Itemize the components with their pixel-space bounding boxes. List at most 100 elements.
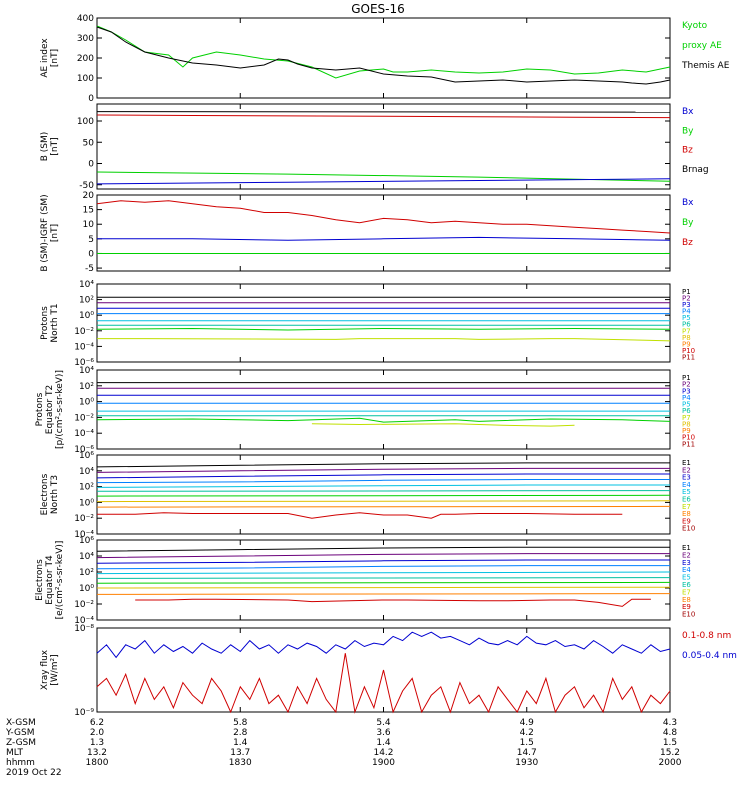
series-line-e8 [96,586,671,589]
series-line-e4 [96,479,670,484]
y-tick-label: 200 [77,54,94,64]
panel-frame [96,17,671,99]
panel-frame [96,539,671,621]
legend-entry: P8 [682,334,691,342]
footer-value: 13.2 [87,748,107,758]
footer-value: 2000 [659,758,682,768]
panel-4: 10⁴ 10² 10⁰ 10⁻² 10⁻⁴ 10⁻⁶ Protons North T1 P1P2… [40,280,695,368]
y-tick-label: 10² [79,568,94,578]
legend-entry: Bz [682,238,693,248]
legend-entry: P2 [682,381,691,389]
footer-value: 4.8 [663,728,678,738]
legend-entry: P4 [682,308,691,316]
legend-entry: Bz [682,146,693,156]
y-tick-label: 10⁶ [79,536,94,546]
y-tick-label: 10⁰ [79,498,94,508]
series-line-themis-ae [96,26,671,85]
footer-value: 1930 [515,758,538,768]
y-tick-label: 10² [79,483,94,493]
footer-row-label: MLT [6,748,24,758]
panel-3: -5 0 5 10 15 20 B (SM)-IGRF (SM) [nT] Bx By Bz [40,191,694,274]
y-tick-label: 10⁻² [74,514,94,524]
y-axis-label: B (SM)-IGRF (SM) [40,194,50,271]
y-axis-label: Electrons [40,473,50,515]
series-line-e3 [96,559,670,564]
legend-entry: E10 [682,611,695,619]
footer-value: 1.4 [376,738,391,748]
y-axis-label: North T1 [50,303,60,342]
legend-entry: 0.1-0.8 nm [682,631,731,641]
legend-entry: By [682,218,694,228]
y-axis-label: [nT] [50,224,60,242]
legend-entry: E7 [682,503,691,511]
y-tick-label: 20 [83,191,95,201]
footer-value: 13.7 [230,748,250,758]
y-tick-label: 0 [88,94,94,104]
footer-value: 15.2 [660,748,680,758]
legend-entry: E9 [682,603,691,611]
footer-value: 2.0 [90,728,105,738]
legend-entry: E5 [682,488,691,496]
footer-date: 2019 Oct 22 [6,768,62,778]
series-line-e2 [96,467,670,473]
series-line-p7 [96,417,671,423]
legend-entry: Kyoto [682,21,708,31]
series-line-e2 [96,553,670,559]
footer-value: 4.3 [663,718,677,728]
y-tick-label: 10⁻⁴ [74,342,94,352]
footer-value: 14.2 [373,748,393,758]
legend-entry: P5 [682,401,691,409]
y-tick-label: 400 [77,14,94,24]
y-axis-label: [nT] [50,137,60,155]
y-axis-label: Protons [35,392,45,426]
legend-entry: E2 [682,466,691,474]
footer-value: 1.3 [90,738,104,748]
y-tick-label: 10 [83,220,95,230]
series-line-p8 [97,338,671,342]
y-tick-label: 10⁰ [79,584,94,594]
footer-ephemeris: X-GSM 6.2 5.8 5.4 4.9 4.3 Y-GSM 2.0 2.8 3.6 4.2 4.8… [5,718,682,778]
legend-entry: P11 [682,353,695,361]
y-tick-label: 10⁻² [74,600,94,610]
y-tick-label: -50 [79,181,94,191]
series-line-e5 [96,571,671,575]
legend-entry: Brnag [682,165,709,175]
legend-entry: P1 [682,374,691,382]
y-tick-label: 100 [77,74,94,84]
legend-entry: Bx [682,107,694,117]
y-axis-label: [W/m²] [50,654,60,685]
y-axis-label: Equator T4 [45,555,55,605]
footer-value: 5.8 [233,718,248,728]
legend-entry: E3 [682,474,691,482]
series-line-e6 [96,577,671,579]
y-tick-label: 10⁶ [79,451,94,461]
y-tick-label: 10⁴ [79,366,94,376]
y-tick-label: 10² [79,296,94,306]
y-axis-label: North T3 [50,475,60,514]
series-line-e7 [96,494,671,497]
footer-value: 4.2 [520,728,534,738]
y-axis-label: Protons [40,306,50,340]
y-tick-label: 0 [88,160,94,170]
y-tick-label: 10⁻⁶ [74,358,94,368]
series-line-e1 [96,546,670,552]
legend-entry: 0.05-0.4 nm [682,651,737,661]
footer-value: 2.8 [233,728,248,738]
y-axis-label: [e/(cm²-s-sr-keV)] [55,541,65,620]
panel-frame [96,194,671,272]
y-tick-label: 15 [83,206,94,216]
series-line-bx [97,236,671,241]
legend-entry: P11 [682,440,695,448]
legend-entry: P3 [682,301,691,309]
legend-entry: Themis AE [681,61,730,71]
legend-entry: By [682,126,694,136]
series-line-bz [96,114,671,119]
y-tick-label: 10⁻⁴ [74,616,94,626]
footer-value: 5.4 [376,718,391,728]
panel-2: -50 0 50 100 B (SM) [nT] Bx By Bz Brnag [40,103,709,191]
footer-value: 1.4 [233,738,248,748]
y-tick-label: 100 [77,117,94,127]
footer-value: 1800 [86,758,109,768]
legend-entry: P9 [682,427,691,435]
footer-value: 1900 [372,758,395,768]
